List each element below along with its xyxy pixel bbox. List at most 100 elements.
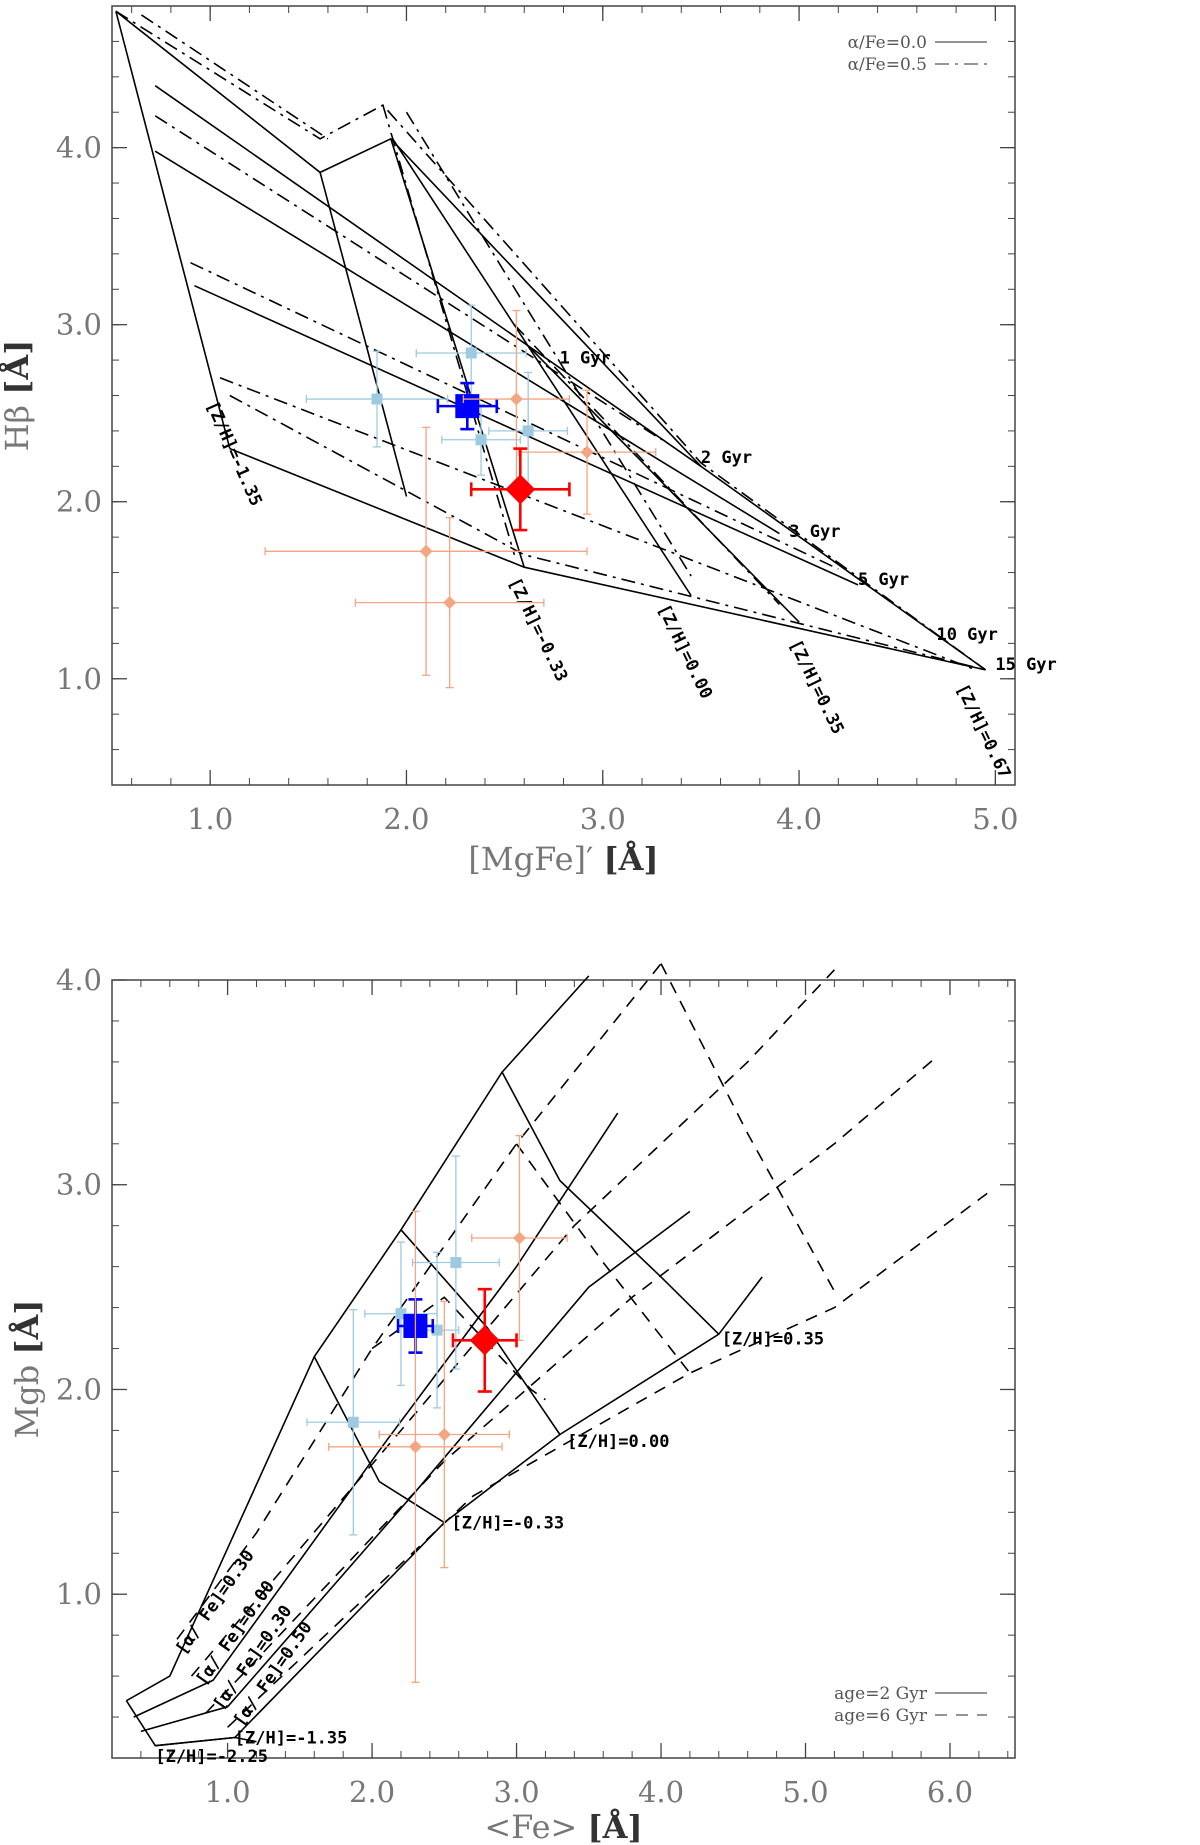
model-grid-line-solid <box>313 1356 445 1524</box>
grid-label: 3 Gyr <box>789 522 840 542</box>
x-axis-title: <Fe> [Å] <box>484 1808 642 1845</box>
grid-label: 15 Gyr <box>995 655 1056 675</box>
y-axis-unit: [Å] <box>8 1299 46 1354</box>
model-grid-line-dashed <box>515 1143 691 1374</box>
data-point-diamond <box>437 1428 451 1442</box>
model-grid-line-dashdot <box>513 324 780 605</box>
model-grid-line-solid <box>154 85 702 467</box>
legend-label: α/Fe=0.0 <box>848 33 927 53</box>
x-tick-label: 2.0 <box>349 1775 395 1809</box>
model-grid-line-solid <box>126 975 590 1702</box>
model-grid-line-dashdot <box>219 377 976 671</box>
plot-frame <box>111 979 1016 1759</box>
model-grid-line-solid <box>115 11 231 449</box>
x-tick-label: 4.0 <box>638 1775 684 1809</box>
grid-label: 2 Gyr <box>701 448 752 468</box>
x-tick-label: 6.0 <box>927 1775 973 1809</box>
legend-label: age=2 Gyr <box>834 1684 928 1704</box>
data-point-square <box>371 393 383 405</box>
model-grid-line-solid <box>527 345 800 623</box>
data-point-diamond <box>580 445 594 459</box>
model-grid-line-dashed <box>227 1188 994 1728</box>
grid-label: [Z/H]=-1.35 <box>235 1729 348 1749</box>
x-axis-label: <Fe> <box>484 1808 587 1845</box>
y-tick-label: 1.0 <box>56 1577 102 1611</box>
model-grid-line-dashed <box>660 963 836 1292</box>
model-grid-line-solid <box>319 172 408 497</box>
x-tick-label: 1.0 <box>187 802 233 836</box>
x-axis-title: [MgFe]′ [Å] <box>468 840 658 878</box>
model-grid-line-dashdot <box>140 14 329 140</box>
data-point-square <box>431 1324 443 1336</box>
bottom-panel: 1.0 2.0 3.0 4.0 5.0 6.01.02.03.04.0<Fe> [Å]Mg… <box>8 963 1016 1845</box>
grid-label: [Z/H]=-0.33 <box>504 575 571 685</box>
model-grid-line-dashed <box>190 969 835 1677</box>
model-grid-line-solid <box>154 150 780 535</box>
model-grid-line-dashed <box>205 1057 937 1714</box>
x-tick-label: 3.0 <box>580 802 626 836</box>
x-axis-label: [MgFe]′ <box>468 840 603 878</box>
grid-label: [Z/H]=0.35 <box>722 1329 824 1349</box>
y-tick-label: 3.0 <box>56 308 102 342</box>
y-tick-label: 3.0 <box>56 1168 102 1202</box>
y-axis-unit: [Å] <box>0 340 36 395</box>
data-point-square <box>455 394 480 419</box>
model-grid-line-solid <box>392 138 692 597</box>
data-point-diamond <box>408 1440 422 1454</box>
model-grid-line-dashdot <box>229 394 986 671</box>
data-point-square <box>450 1257 462 1269</box>
x-axis-unit: [Å] <box>603 840 658 878</box>
model-grid-line-dashdot <box>115 10 987 671</box>
grid-label: [Z/H]=-1.35 <box>202 398 266 509</box>
data-point-diamond <box>469 1325 500 1356</box>
x-tick-label: 3.0 <box>493 1775 539 1809</box>
grid-label: [Z/H]=-2.25 <box>155 1747 268 1767</box>
grid-label: 1 Gyr <box>560 349 611 369</box>
data-point-square <box>465 347 477 359</box>
grid-label: 5 Gyr <box>858 570 909 590</box>
y-tick-label: 2.0 <box>56 1372 102 1406</box>
data-point-diamond <box>505 474 536 505</box>
model-grid-line-solid <box>133 1112 619 1718</box>
y-tick-label: 4.0 <box>56 131 102 165</box>
x-tick-label: 5.0 <box>782 1775 828 1809</box>
data-point-diamond <box>443 596 457 610</box>
y-tick-label: 2.0 <box>56 485 102 519</box>
grid-label: [Z/H]=-0.33 <box>452 1514 565 1534</box>
data-point-diamond <box>509 392 523 406</box>
grid-label: [Z/H]=0.00 <box>567 1432 669 1452</box>
data-point-square <box>347 1416 359 1428</box>
model-grid-line-solid <box>125 1700 257 1747</box>
x-tick-label: 1.0 <box>205 1775 251 1809</box>
model-grid-line-solid <box>501 1071 720 1335</box>
top-panel: 1.0 2.0 3.0 4.0 5.01.02.03.04.0[MgFe]′ [Å]Hβ… <box>0 5 1057 878</box>
data-point-diamond <box>419 544 433 558</box>
data-point-square <box>395 1308 407 1320</box>
x-axis-unit: [Å] <box>588 1808 643 1845</box>
y-axis-title: Hβ [Å] <box>0 340 36 452</box>
y-axis-label: Mgb <box>8 1355 46 1439</box>
legend-label: α/Fe=0.5 <box>848 55 927 75</box>
grid-label: 10 Gyr <box>936 625 997 645</box>
model-grid-line-solid <box>115 10 987 671</box>
x-tick-label: 2.0 <box>383 802 429 836</box>
model-grid-line-dashdot <box>382 104 516 556</box>
grid-label: [Z/H]=0.35 <box>785 637 848 738</box>
y-tick-label: 4.0 <box>56 963 102 997</box>
x-tick-label: 5.0 <box>972 802 1018 836</box>
model-grid-line-dashdot <box>405 111 692 577</box>
grid-label: [Z/H]=0.67 <box>952 681 1015 782</box>
model-grid-line-dashed <box>176 963 662 1640</box>
data-point-diamond <box>512 1231 526 1245</box>
model-grid-line-dashdot <box>154 115 663 441</box>
data-point-square <box>475 434 487 446</box>
y-tick-label: 1.0 <box>56 662 102 696</box>
y-axis-label: Hβ <box>0 395 36 452</box>
legend-label: age=6 Gyr <box>834 1706 928 1726</box>
model-grid-line-solid <box>229 447 986 671</box>
model-grid-line-dashdot <box>190 261 839 570</box>
x-tick-label: 4.0 <box>776 802 822 836</box>
data-point-square <box>522 425 534 437</box>
y-axis-title: Mgb [Å] <box>8 1299 46 1438</box>
